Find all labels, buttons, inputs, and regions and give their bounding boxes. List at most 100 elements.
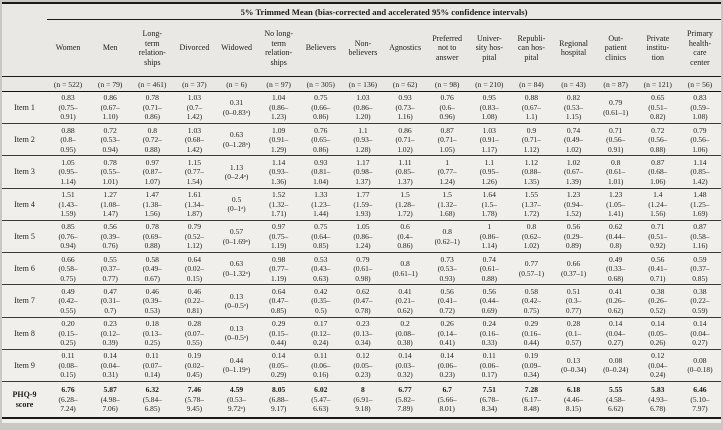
cell-mean: 6.77 bbox=[398, 385, 412, 395]
cell-mean: 0.5 bbox=[231, 194, 242, 204]
column-header: Preferred not to answer bbox=[426, 19, 469, 77]
cell-confidence-interval: (0.77– 1.19) bbox=[269, 264, 289, 283]
cell-confidence-interval: (0.04– 0.24) bbox=[648, 360, 668, 380]
cell-confidence-interval: (0.62– 1.02) bbox=[521, 231, 541, 251]
cell-mean: 0.93 bbox=[398, 93, 412, 103]
cell-confidence-interval: (4.98– 7.06) bbox=[100, 394, 120, 414]
cell-confidence-interval: (0.05– 0.26) bbox=[648, 328, 668, 348]
data-cell: 0.13 (0–0.5ᵃ) bbox=[216, 317, 258, 349]
data-cell: 0.11 (0.08– 0.15) bbox=[47, 349, 89, 381]
cell-confidence-interval: (0–2.4ᵃ) bbox=[224, 172, 249, 182]
data-cell: 0.14 (0.06– 0.23) bbox=[426, 349, 468, 381]
cell-confidence-interval: (0.98– 1.37) bbox=[353, 167, 373, 186]
cell-mean: 0.88 bbox=[61, 125, 75, 135]
cell-confidence-interval: (0.15– 0.44) bbox=[269, 328, 289, 348]
cell-confidence-interval: (0.91– 1.17) bbox=[479, 135, 499, 154]
cell-confidence-interval: (6.78– 8.34) bbox=[479, 394, 499, 414]
cell-confidence-interval: (0.61–1) bbox=[392, 268, 418, 278]
cell-confidence-interval: (0.56– 0.91) bbox=[606, 135, 626, 154]
cell-confidence-interval: (0.77– 1.54) bbox=[184, 167, 204, 186]
cell-confidence-interval: (0.41– 0.72) bbox=[437, 296, 457, 315]
data-cell: 0.28 (0.07– 0.55) bbox=[173, 317, 215, 349]
cell-confidence-interval: (0.35– 0.5) bbox=[311, 296, 331, 315]
cell-mean: 0.79 bbox=[609, 98, 623, 108]
data-cell: 0.64 (0.47– 0.85) bbox=[258, 285, 300, 317]
cell-confidence-interval: (1.43– 1.59) bbox=[58, 199, 78, 219]
cell-mean: 0.13 bbox=[229, 323, 244, 333]
cell-confidence-interval: (4.58– 6.62) bbox=[606, 394, 626, 414]
cell-mean: 0.14 bbox=[272, 351, 286, 361]
cell-confidence-interval: (0.67– 1.39) bbox=[564, 167, 584, 186]
cell-confidence-interval: (0.13– 0.34) bbox=[353, 328, 373, 348]
cell-mean: 0.75 bbox=[314, 93, 328, 103]
cell-mean: 0.83 bbox=[693, 93, 707, 103]
data-cell: 0.98 (0.77– 1.19) bbox=[258, 253, 300, 285]
cell-confidence-interval: (0.66– 0.86) bbox=[311, 102, 331, 122]
cell-mean: 0.56 bbox=[440, 286, 454, 296]
cell-confidence-interval: (0.43– 0.63) bbox=[311, 264, 331, 283]
cell-confidence-interval: (1.32– 1.71) bbox=[269, 199, 289, 219]
cell-mean: 0.87 bbox=[651, 157, 665, 167]
cell-confidence-interval: (1.28– 1.72) bbox=[395, 199, 415, 219]
cell-mean: 1.5 bbox=[442, 190, 452, 200]
data-cell: 1.5 (1.28– 1.72) bbox=[384, 188, 426, 220]
data-cell: 0.93 (0.81– 1.04) bbox=[300, 156, 342, 188]
data-cell: 0.72 (0.56– 0.88) bbox=[637, 124, 679, 156]
cell-confidence-interval: (0.44– 0.8) bbox=[606, 231, 626, 251]
cell-confidence-interval: (1.08– 1.47) bbox=[100, 199, 120, 219]
data-cell: 1.03 (0.86– 1.20) bbox=[342, 92, 384, 124]
cell-mean: 0.56 bbox=[651, 254, 665, 264]
cell-mean: 0.23 bbox=[103, 319, 117, 328]
cell-confidence-interval: (0.62–1) bbox=[434, 236, 460, 246]
cell-confidence-interval: (0.21– 0.62) bbox=[395, 296, 415, 315]
cell-mean: 1.4 bbox=[653, 190, 663, 200]
data-cell: 0.87 (0.71– 1.05) bbox=[426, 124, 468, 156]
cell-mean: 0.56 bbox=[566, 222, 581, 232]
cell-mean: 0.42 bbox=[314, 286, 328, 296]
data-cell: 6.7 (5.66– 8.01) bbox=[426, 382, 468, 418]
cell-mean: 0.14 bbox=[440, 351, 454, 361]
data-cell: 1.12 (0.88– 1.35) bbox=[510, 156, 552, 188]
cell-mean: 0.49 bbox=[609, 254, 623, 264]
data-cell: 0.20 (0.15– 0.25) bbox=[47, 317, 89, 349]
cell-confidence-interval: (0.56– 1.06) bbox=[690, 135, 710, 154]
cell-confidence-interval: (5.10– 7.97) bbox=[690, 394, 710, 414]
data-cell: 0.76 (0.65– 0.86) bbox=[300, 124, 342, 156]
cell-mean: 5.87 bbox=[103, 385, 117, 395]
cell-mean: 0.82 bbox=[566, 93, 581, 103]
data-cell: 6.76 (6.28– 7.24) bbox=[47, 382, 89, 418]
cell-confidence-interval: (0.85– 1.37) bbox=[395, 167, 415, 186]
table-row: Item 5 0.85 (0.76– 0.94) 0.56 (0.39– 0.76) 0.… bbox=[2, 220, 721, 253]
cell-mean: 1.03 bbox=[482, 125, 496, 135]
cell-confidence-interval: (0.09– 0.34) bbox=[521, 360, 541, 380]
data-cell: 1.27 (1.08– 1.47) bbox=[89, 188, 131, 220]
data-cell: 1.23 (1.05– 1.41) bbox=[595, 188, 637, 220]
cell-mean: 1.61 bbox=[187, 190, 202, 200]
data-cell: 0.56 (0.39– 0.76) bbox=[89, 220, 131, 252]
cell-mean: 0.8 bbox=[147, 125, 158, 135]
data-cell: 1.14 (0.85– 1.42) bbox=[679, 156, 721, 188]
data-cell: 1.1 (0.95– 1.26) bbox=[468, 156, 510, 188]
cell-confidence-interval: (0.6– 0.96) bbox=[439, 102, 455, 122]
cell-mean: 0.55 bbox=[103, 254, 117, 264]
cell-mean: 0.12 bbox=[651, 351, 665, 361]
cell-confidence-interval: (0.61–1) bbox=[603, 107, 629, 117]
column-sample-size: (n = 121) bbox=[636, 76, 679, 92]
cell-confidence-interval: (0.61– 1.01) bbox=[606, 167, 626, 186]
cell-mean: 1.64 bbox=[482, 190, 496, 200]
data-cell: 0.73 (0.53– 0.93) bbox=[426, 253, 468, 285]
data-cell: 1.64 (1.5– 1.78) bbox=[468, 188, 510, 220]
cell-confidence-interval: (0.15– 0.25) bbox=[58, 328, 78, 348]
cell-mean: 1.23 bbox=[609, 190, 623, 200]
data-cell: 0.56 (0.44– 0.69) bbox=[468, 285, 510, 317]
data-cell: 0.79 (0.61– 0.98) bbox=[342, 253, 384, 285]
cell-confidence-interval: (1.38– 1.56) bbox=[142, 199, 162, 219]
data-cell: 0.17 (0.12– 0.24) bbox=[300, 317, 342, 349]
cell-mean: 1.12 bbox=[524, 157, 539, 167]
data-cell: 0.26 (0.14– 0.41) bbox=[426, 317, 468, 349]
column-sample-size: (n = 97) bbox=[257, 76, 300, 92]
column-sample-size: (n = 79) bbox=[89, 76, 132, 92]
data-cell: 1.05 (0.86– 1.24) bbox=[342, 220, 384, 252]
cell-confidence-interval: (1.32– 1.68) bbox=[437, 199, 457, 219]
data-cell: 1.17 (0.98– 1.37) bbox=[342, 156, 384, 188]
